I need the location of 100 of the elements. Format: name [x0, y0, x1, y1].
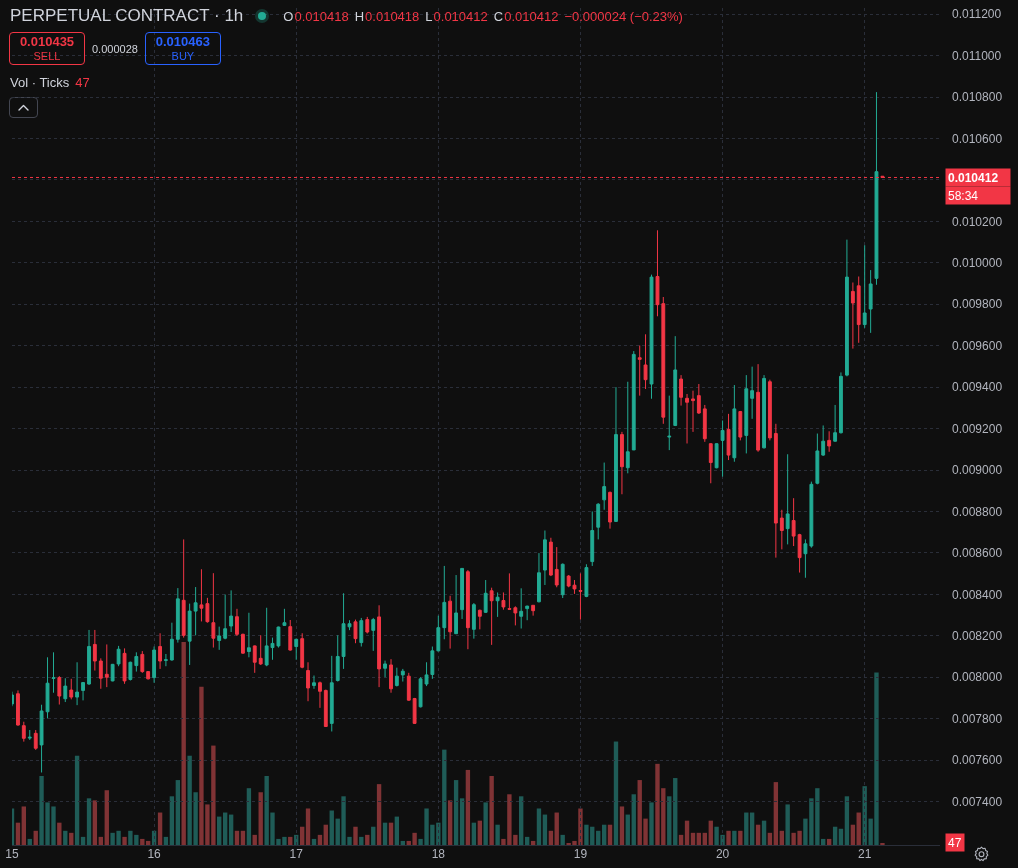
candlestick [738, 410, 743, 441]
candlestick [81, 681, 85, 701]
bar [74, 755, 80, 845]
candlestick [744, 374, 749, 454]
candlestick [389, 658, 393, 694]
annotation: C [493, 8, 504, 24]
candlestick [833, 404, 838, 443]
bar [92, 800, 98, 845]
candlestick [767, 379, 772, 441]
candlestick [501, 591, 506, 611]
bar [376, 784, 382, 845]
annotation: Vol · Ticks [10, 74, 70, 90]
candlestick [584, 563, 589, 598]
bar [738, 830, 743, 845]
candlestick [856, 276, 861, 344]
candlestick [51, 651, 56, 694]
candlestick [531, 604, 536, 617]
candlestick [169, 622, 174, 662]
candlestick [442, 565, 447, 640]
candlestick [128, 661, 133, 681]
candlestick [116, 645, 121, 667]
text: 58:34 [948, 188, 979, 203]
candlestick [827, 430, 832, 453]
candlestick [844, 239, 849, 377]
y-tick-label: 0.010200 [952, 214, 1003, 229]
bar [678, 834, 684, 845]
bar [548, 830, 554, 845]
bar [856, 812, 861, 845]
bar [459, 798, 465, 845]
sell-button: 0.010435 SELL [9, 32, 85, 65]
y-tick-label: 0.008200 [952, 628, 1003, 643]
candlestick [448, 595, 453, 650]
candlestick [69, 678, 74, 700]
bar [300, 826, 305, 845]
candlestick [92, 629, 97, 672]
text: 47 [948, 835, 962, 850]
bar [12, 808, 15, 845]
candlestick [590, 510, 595, 567]
y-tick-label: 0.010600 [952, 131, 1003, 146]
candlestick [152, 646, 157, 684]
bar [323, 824, 328, 845]
candlestick [525, 605, 530, 621]
bar [228, 814, 234, 845]
candlestick [134, 651, 139, 673]
x-tick-label: 18 [431, 847, 446, 861]
y-tick-label: 0.007400 [952, 794, 1003, 809]
candlestick [193, 586, 198, 636]
y-tick-label: 0.008400 [952, 587, 1003, 602]
candlestick [211, 572, 216, 649]
annotation: 0.000028 [92, 42, 138, 55]
candlestick [874, 91, 879, 286]
candlestick [104, 643, 109, 688]
bar [667, 796, 672, 845]
bar [749, 812, 755, 845]
candlestick [175, 587, 180, 644]
candlestick [554, 546, 559, 588]
y-tick-label: 0.009400 [952, 380, 1003, 395]
bar [761, 820, 767, 845]
x-tick-label: 15 [5, 847, 19, 861]
bar [702, 832, 707, 845]
annotation: 0.010418 [294, 8, 349, 24]
candlestick [631, 350, 636, 451]
candlestick [839, 371, 843, 435]
annotation: 0.010412 [433, 8, 488, 24]
candlestick [507, 572, 512, 611]
candlestick [477, 609, 482, 630]
candlestick [394, 667, 399, 688]
candlestick [625, 381, 630, 474]
candlestick [63, 677, 68, 703]
y-tick-label: 0.008800 [952, 504, 1003, 519]
y-tick-label: 0.008600 [952, 546, 1003, 561]
candlestick [714, 442, 719, 469]
candlestick [181, 538, 186, 639]
candlestick [454, 574, 459, 635]
x-tick-label: 16 [147, 847, 162, 861]
bar [696, 832, 702, 845]
bar [371, 826, 376, 845]
candlestick [620, 431, 624, 495]
y-tick-label: 0.009800 [952, 297, 1003, 312]
candlestick [862, 244, 867, 329]
bar [649, 802, 654, 845]
bar [69, 832, 74, 845]
y-tick-label: 0.011000 [952, 48, 1002, 63]
y-tick-label: 0.011200 [952, 7, 1002, 22]
candlestick [519, 587, 524, 629]
candlestick [815, 433, 820, 485]
candlestick [383, 660, 387, 678]
bar [536, 808, 542, 845]
bar [157, 812, 163, 845]
bar [21, 806, 26, 845]
candlestick [495, 591, 500, 618]
y-tick-label: 0.009000 [952, 463, 1003, 478]
bar [613, 741, 619, 845]
y-tick-label: 0.010000 [952, 256, 1003, 271]
bar [560, 834, 565, 845]
candlestick [779, 509, 784, 550]
candlestick [732, 384, 737, 463]
candlestick [258, 634, 263, 666]
candlestick [98, 657, 103, 690]
bar [453, 780, 459, 845]
